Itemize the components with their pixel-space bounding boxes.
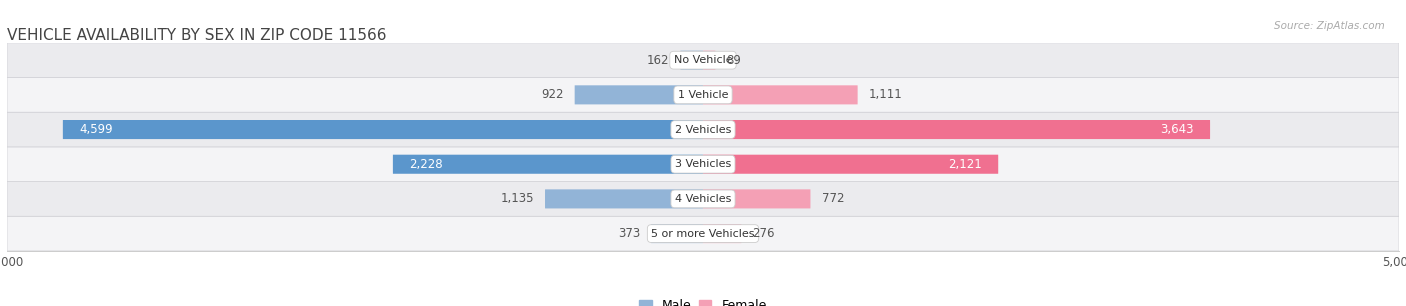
FancyBboxPatch shape: [392, 155, 703, 174]
Legend: Male, Female: Male, Female: [634, 294, 772, 306]
Text: 2,228: 2,228: [409, 158, 443, 171]
Text: 3 Vehicles: 3 Vehicles: [675, 159, 731, 169]
FancyBboxPatch shape: [7, 112, 1399, 147]
Text: 162: 162: [647, 54, 669, 67]
FancyBboxPatch shape: [7, 77, 1399, 112]
Text: 922: 922: [541, 88, 564, 101]
Text: 2,121: 2,121: [948, 158, 981, 171]
FancyBboxPatch shape: [7, 216, 1399, 251]
Text: 4 Vehicles: 4 Vehicles: [675, 194, 731, 204]
FancyBboxPatch shape: [7, 147, 1399, 181]
Text: 89: 89: [727, 54, 741, 67]
Text: 3,643: 3,643: [1160, 123, 1194, 136]
FancyBboxPatch shape: [703, 85, 858, 104]
Text: No Vehicle: No Vehicle: [673, 55, 733, 65]
FancyBboxPatch shape: [7, 43, 1399, 77]
Text: Source: ZipAtlas.com: Source: ZipAtlas.com: [1274, 21, 1385, 32]
FancyBboxPatch shape: [703, 224, 741, 243]
Text: VEHICLE AVAILABILITY BY SEX IN ZIP CODE 11566: VEHICLE AVAILABILITY BY SEX IN ZIP CODE …: [7, 28, 387, 43]
Text: 772: 772: [821, 192, 844, 205]
FancyBboxPatch shape: [703, 51, 716, 70]
FancyBboxPatch shape: [651, 224, 703, 243]
Text: 276: 276: [752, 227, 775, 240]
Text: 1 Vehicle: 1 Vehicle: [678, 90, 728, 100]
Text: 1,135: 1,135: [501, 192, 534, 205]
FancyBboxPatch shape: [63, 120, 703, 139]
FancyBboxPatch shape: [546, 189, 703, 208]
FancyBboxPatch shape: [575, 85, 703, 104]
FancyBboxPatch shape: [7, 181, 1399, 216]
Text: 5 or more Vehicles: 5 or more Vehicles: [651, 229, 755, 239]
Text: 373: 373: [617, 227, 640, 240]
Text: 4,599: 4,599: [80, 123, 112, 136]
FancyBboxPatch shape: [703, 189, 810, 208]
Text: 1,111: 1,111: [869, 88, 903, 101]
Text: 2 Vehicles: 2 Vehicles: [675, 125, 731, 135]
FancyBboxPatch shape: [703, 120, 1211, 139]
FancyBboxPatch shape: [703, 155, 998, 174]
FancyBboxPatch shape: [681, 51, 703, 70]
